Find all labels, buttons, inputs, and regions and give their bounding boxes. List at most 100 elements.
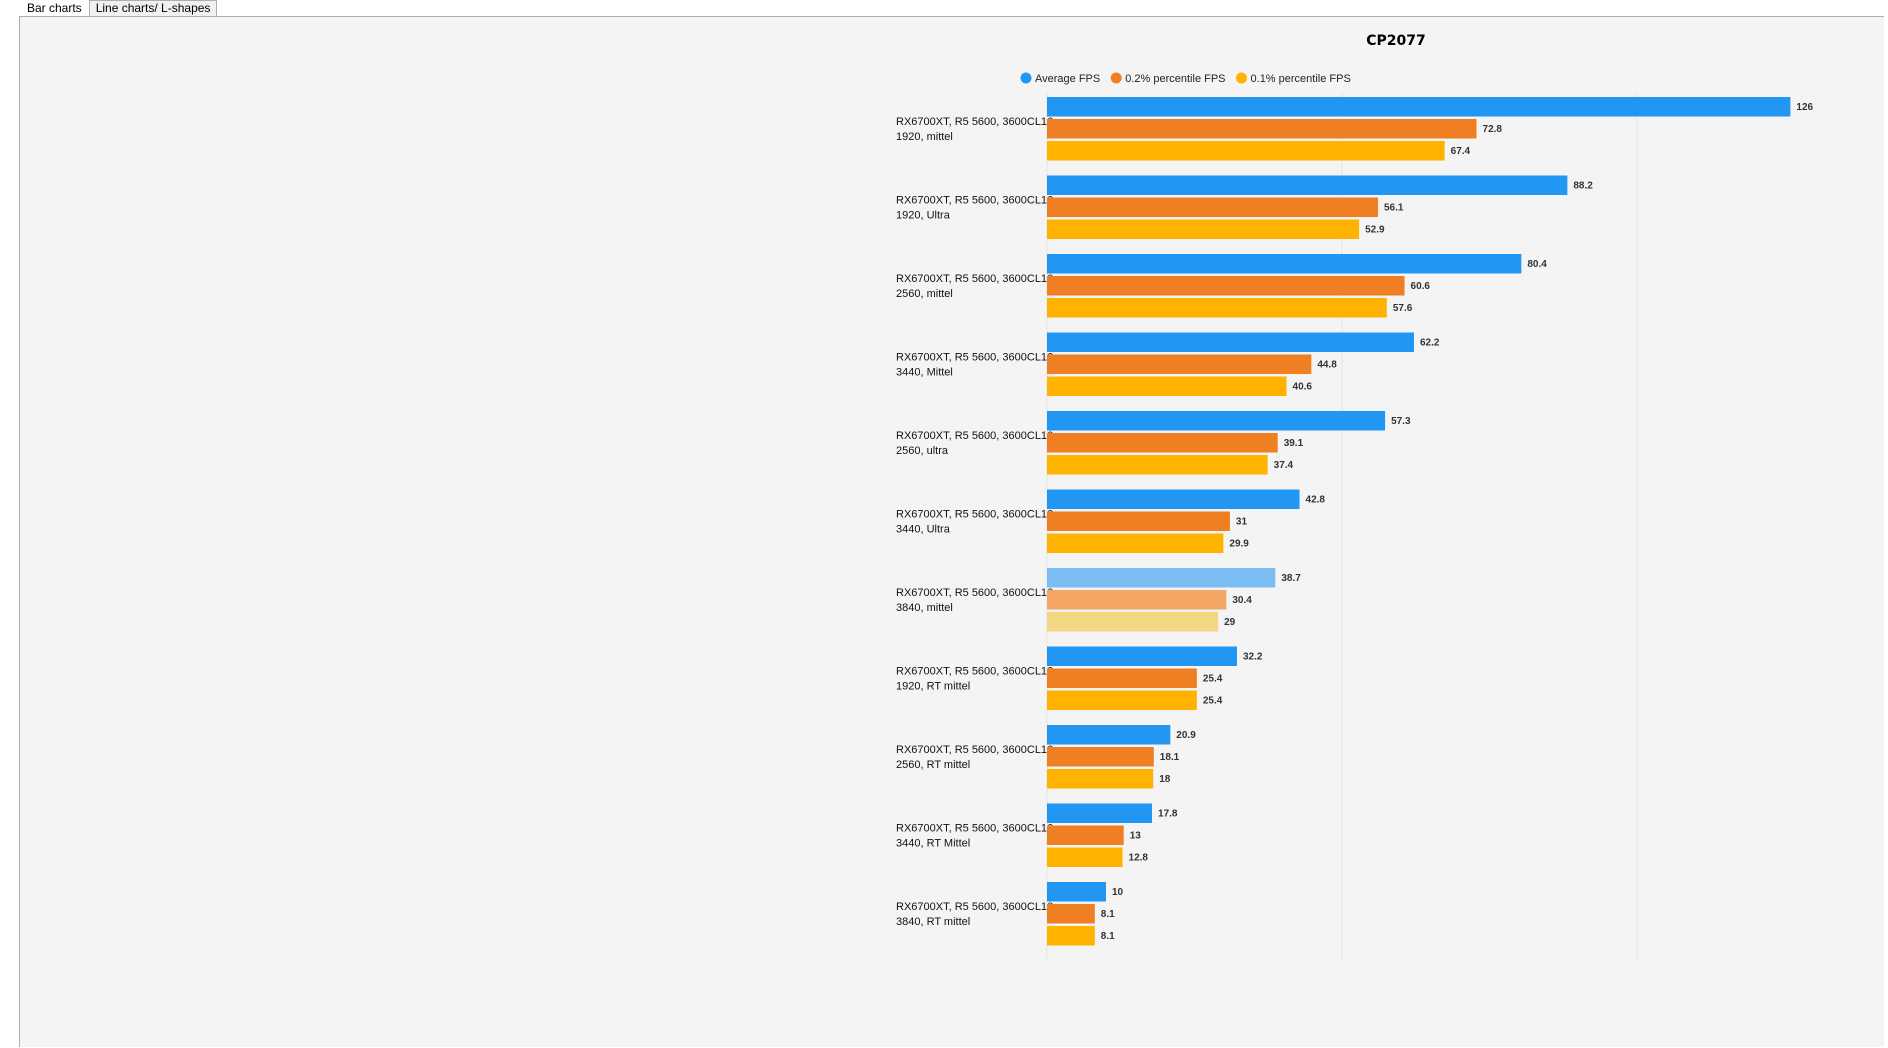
chart-panel: CP2077 Average FPS 0.2% percentile FPS 0.1%… bbox=[19, 16, 1884, 1047]
data-label: 8.1 bbox=[1101, 909, 1115, 920]
category-label: RX6700XT, R5 5600, 3600CL16 bbox=[896, 116, 1053, 128]
bar bbox=[1047, 926, 1095, 946]
data-label: 80.4 bbox=[1527, 259, 1547, 270]
data-label: 8.1 bbox=[1101, 931, 1115, 942]
data-label: 20.9 bbox=[1176, 730, 1196, 741]
data-label: 56.1 bbox=[1384, 203, 1404, 214]
data-label: 37.4 bbox=[1274, 460, 1294, 471]
bar bbox=[1047, 646, 1237, 666]
bar bbox=[1047, 511, 1230, 531]
bar bbox=[1047, 219, 1360, 239]
data-label: 29 bbox=[1224, 617, 1236, 628]
category-label: 2560, ultra bbox=[896, 445, 949, 457]
data-label: 25.4 bbox=[1203, 696, 1223, 707]
data-label: 18 bbox=[1159, 774, 1171, 785]
data-label: 42.8 bbox=[1306, 495, 1326, 506]
bar bbox=[1047, 276, 1405, 296]
bar bbox=[1047, 354, 1312, 374]
category-label: RX6700XT, R5 5600, 3600CL16 bbox=[896, 352, 1053, 364]
category-label: 3440, Mittel bbox=[896, 367, 953, 379]
data-label: 12.8 bbox=[1129, 853, 1149, 864]
bar bbox=[1047, 197, 1378, 217]
chart-title: CP2077 bbox=[1366, 33, 1426, 49]
tab-bar-charts[interactable]: Bar charts bbox=[20, 0, 89, 17]
bar bbox=[1047, 533, 1224, 553]
category-label: RX6700XT, R5 5600, 3600CL16 bbox=[896, 823, 1053, 835]
bar bbox=[1047, 119, 1477, 139]
category-label: 2560, RT mittel bbox=[896, 759, 970, 771]
category-label: RX6700XT, R5 5600, 3600CL16 bbox=[896, 666, 1053, 678]
data-label: 88.2 bbox=[1573, 181, 1593, 192]
category-label: RX6700XT, R5 5600, 3600CL16 bbox=[896, 901, 1053, 913]
bar bbox=[1047, 590, 1227, 610]
data-label: 67.4 bbox=[1451, 146, 1471, 157]
legend-label: Average FPS bbox=[1035, 73, 1100, 85]
category-label: 1920, mittel bbox=[896, 131, 953, 143]
legend-marker bbox=[1110, 72, 1122, 84]
data-label: 60.6 bbox=[1411, 281, 1431, 292]
category-label: 3440, RT Mittel bbox=[896, 838, 970, 850]
data-label: 18.1 bbox=[1160, 752, 1180, 763]
legend-marker bbox=[1236, 72, 1248, 84]
data-label: 39.1 bbox=[1284, 438, 1304, 449]
category-label: RX6700XT, R5 5600, 3600CL16 bbox=[896, 273, 1053, 285]
data-label: 25.4 bbox=[1203, 674, 1223, 685]
data-label: 62.2 bbox=[1420, 338, 1440, 349]
legend-label: 0.1% percentile FPS bbox=[1251, 73, 1351, 85]
bar bbox=[1047, 847, 1123, 867]
bar bbox=[1047, 298, 1387, 318]
data-label: 52.9 bbox=[1365, 225, 1385, 236]
data-label: 13 bbox=[1130, 831, 1142, 842]
legend-label: 0.2% percentile FPS bbox=[1125, 73, 1225, 85]
data-label: 72.8 bbox=[1483, 124, 1503, 135]
category-label: 1920, RT mittel bbox=[896, 681, 970, 693]
bar bbox=[1047, 97, 1791, 117]
bar bbox=[1047, 411, 1386, 431]
category-label: RX6700XT, R5 5600, 3600CL16 bbox=[896, 587, 1053, 599]
bar bbox=[1047, 769, 1154, 789]
data-label: 30.4 bbox=[1232, 595, 1252, 606]
data-label: 57.6 bbox=[1393, 303, 1413, 314]
data-label: 40.6 bbox=[1293, 382, 1313, 393]
category-label: RX6700XT, R5 5600, 3600CL16 bbox=[896, 195, 1053, 207]
bar bbox=[1047, 668, 1197, 688]
bar bbox=[1047, 489, 1300, 509]
bar bbox=[1047, 376, 1287, 396]
data-label: 17.8 bbox=[1158, 809, 1178, 820]
bar-chart: CP2077 Average FPS 0.2% percentile FPS 0.1%… bbox=[896, 33, 1814, 961]
bar bbox=[1047, 825, 1124, 845]
category-label: RX6700XT, R5 5600, 3600CL16 bbox=[896, 744, 1053, 756]
bar bbox=[1047, 725, 1171, 745]
category-label: RX6700XT, R5 5600, 3600CL16 bbox=[896, 430, 1053, 442]
bar bbox=[1047, 455, 1268, 475]
data-label: 126 bbox=[1796, 102, 1813, 113]
data-label: 44.8 bbox=[1317, 360, 1337, 371]
category-label: 3840, RT mittel bbox=[896, 916, 970, 928]
tab-bar: Bar charts Line charts/ L-shapes bbox=[20, 0, 218, 17]
bar bbox=[1047, 141, 1445, 161]
bar bbox=[1047, 882, 1106, 902]
bar bbox=[1047, 690, 1197, 710]
bar bbox=[1047, 332, 1414, 352]
bar bbox=[1047, 612, 1219, 632]
category-label: 3840, mittel bbox=[896, 602, 953, 614]
bar bbox=[1047, 904, 1095, 924]
bar bbox=[1047, 803, 1153, 823]
legend-marker bbox=[1020, 72, 1032, 84]
data-label: 31 bbox=[1236, 517, 1248, 528]
category-label: 3440, Ultra bbox=[896, 524, 951, 536]
category-label: RX6700XT, R5 5600, 3600CL16 bbox=[896, 509, 1053, 521]
data-label: 10 bbox=[1112, 887, 1124, 898]
bar bbox=[1047, 568, 1276, 588]
tab-line-charts[interactable]: Line charts/ L-shapes bbox=[88, 0, 218, 16]
data-label: 57.3 bbox=[1391, 416, 1411, 427]
data-label: 32.2 bbox=[1243, 652, 1263, 663]
bar bbox=[1047, 254, 1522, 274]
bar bbox=[1047, 747, 1154, 767]
bar bbox=[1047, 175, 1568, 195]
bar bbox=[1047, 433, 1278, 453]
category-label: 1920, Ultra bbox=[896, 210, 951, 222]
category-label: 2560, mittel bbox=[896, 288, 953, 300]
data-label: 29.9 bbox=[1229, 539, 1249, 550]
data-label: 38.7 bbox=[1281, 573, 1301, 584]
